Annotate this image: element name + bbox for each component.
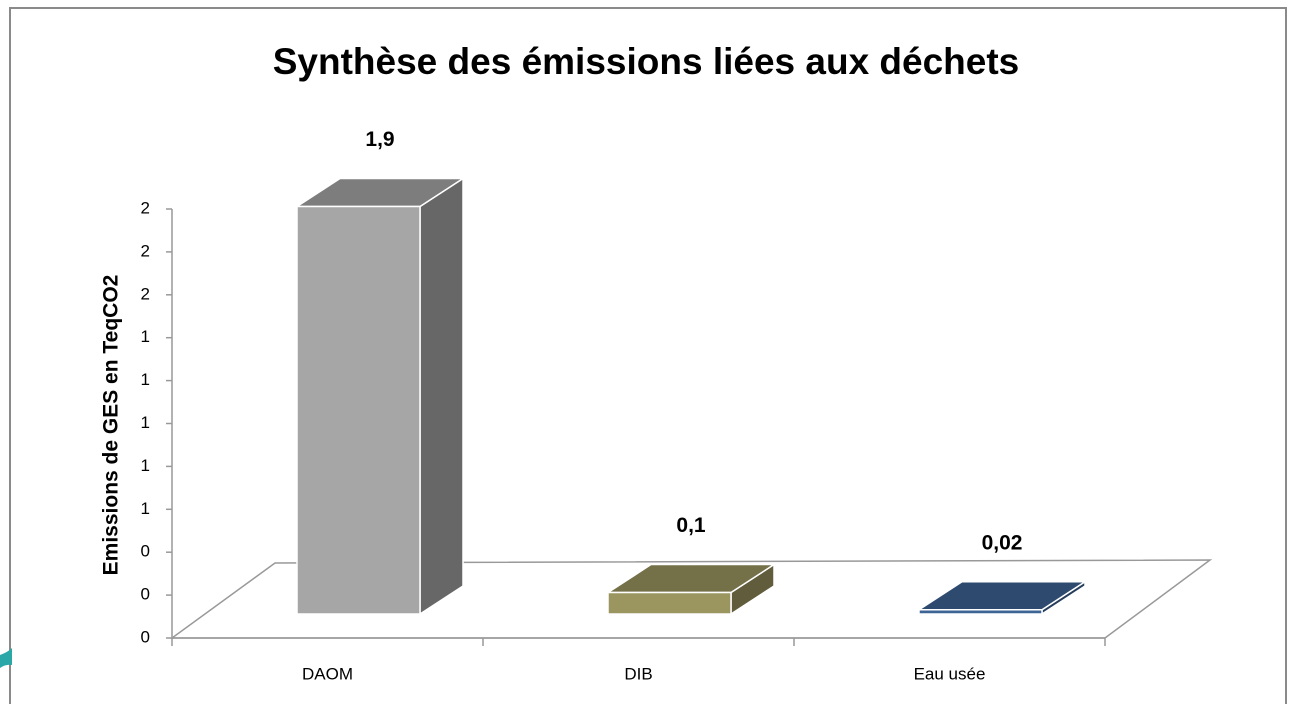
- bar: [605, 563, 777, 616]
- decoration: [0, 648, 12, 668]
- y-axis-title: Emissions de GES en TeqCO2: [100, 275, 123, 576]
- x-tick-label: DIB: [624, 664, 652, 683]
- bar-side: [419, 177, 464, 616]
- y-tick-label: 1: [141, 456, 150, 475]
- y-tick-label: 1: [141, 370, 150, 389]
- value-label: 0,1: [676, 514, 706, 537]
- bar: [916, 580, 1088, 616]
- y-tick-label: 1: [141, 499, 150, 518]
- y-tick-label: 0: [141, 585, 150, 604]
- value-label: 1,9: [365, 128, 394, 151]
- value-label: 0,02: [982, 531, 1023, 554]
- x-tick-label: DAOM: [302, 664, 353, 683]
- chart-title: Synthèse des émissions liées aux déchets: [273, 41, 1020, 82]
- bar: [294, 177, 466, 616]
- y-tick-label: 2: [141, 241, 150, 260]
- y-tick-label: 2: [141, 284, 150, 303]
- y-tick-label: 0: [141, 542, 150, 561]
- bar-front: [918, 608, 1043, 615]
- y-tick-label: 0: [141, 627, 150, 646]
- x-tick-label: Eau usée: [914, 664, 986, 683]
- y-tick-label: 1: [141, 327, 150, 346]
- y-tick-label: 2: [141, 198, 150, 217]
- bar-front: [607, 591, 732, 615]
- y-tick-label: 1: [141, 413, 150, 432]
- bar-front: [296, 205, 421, 615]
